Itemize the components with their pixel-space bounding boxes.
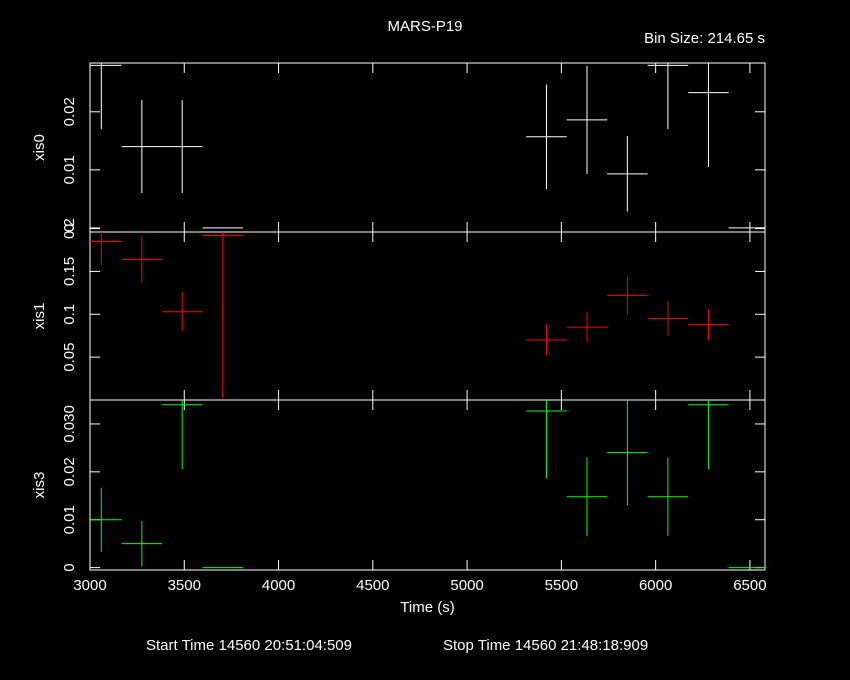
y-tick-label: 0.030: [61, 405, 78, 443]
error-bar: [566, 65, 608, 174]
error-bar: [121, 236, 163, 283]
bin-size: Bin Size: 214.65 s: [644, 30, 765, 47]
error-bar: [647, 457, 689, 536]
x-tick-label: 3000: [73, 577, 106, 594]
error-bar: [202, 232, 243, 399]
error-bar: [121, 521, 163, 567]
y-axis-label: xis3: [31, 472, 48, 499]
stop-time: Stop Time 14560 21:48:18:909: [443, 637, 648, 654]
x-axis-label: Time (s): [400, 599, 454, 616]
y-tick-label: 0: [61, 224, 78, 232]
error-bar: [90, 63, 122, 130]
y-tick-label: 0.01: [61, 155, 78, 184]
start-time: Start Time 14560 20:51:04:509: [146, 637, 352, 654]
x-tick-label: 6500: [733, 577, 766, 594]
error-bar: [688, 63, 729, 167]
error-bar: [647, 301, 689, 336]
error-bar: [526, 84, 567, 190]
x-tick-label: 6000: [639, 577, 672, 594]
x-tick-label: 4500: [356, 577, 389, 594]
error-bar: [161, 400, 203, 470]
error-bar: [526, 400, 567, 479]
error-bar: [161, 100, 203, 194]
series: [90, 63, 765, 229]
panel-frame: [89, 399, 766, 571]
x-tick-label: 5000: [450, 577, 483, 594]
error-bar: [607, 276, 648, 315]
x-tick-label: 3500: [168, 577, 201, 594]
series: [90, 232, 765, 400]
y-tick-label: 0.2: [61, 218, 78, 239]
x-tick-label: 4000: [262, 577, 295, 594]
series: [90, 400, 765, 569]
error-bar: [688, 400, 729, 470]
error-bar: [566, 457, 608, 536]
error-bar: [607, 400, 648, 506]
y-tick-label: 0.02: [61, 97, 78, 126]
y-axis-label: xis0: [31, 134, 48, 161]
y-tick-label: 0.15: [61, 257, 78, 286]
error-bar: [90, 487, 122, 552]
y-axis-label: xis1: [31, 303, 48, 330]
error-bar: [121, 100, 163, 194]
x-tick-label: 5500: [545, 577, 578, 594]
error-bar: [526, 324, 567, 356]
error-bar: [607, 136, 648, 212]
error-bar: [566, 311, 608, 343]
error-bar: [647, 63, 689, 130]
y-tick-label: 0: [61, 563, 78, 571]
y-tick-label: 0.01: [61, 505, 78, 534]
y-tick-label: 0.02: [61, 457, 78, 486]
y-tick-label: 0.05: [61, 343, 78, 372]
error-bar: [688, 309, 729, 340]
error-bar: [90, 232, 122, 266]
chart-title: MARS-P19: [387, 18, 462, 35]
y-tick-label: 0.1: [61, 304, 78, 325]
error-bar: [161, 292, 203, 332]
